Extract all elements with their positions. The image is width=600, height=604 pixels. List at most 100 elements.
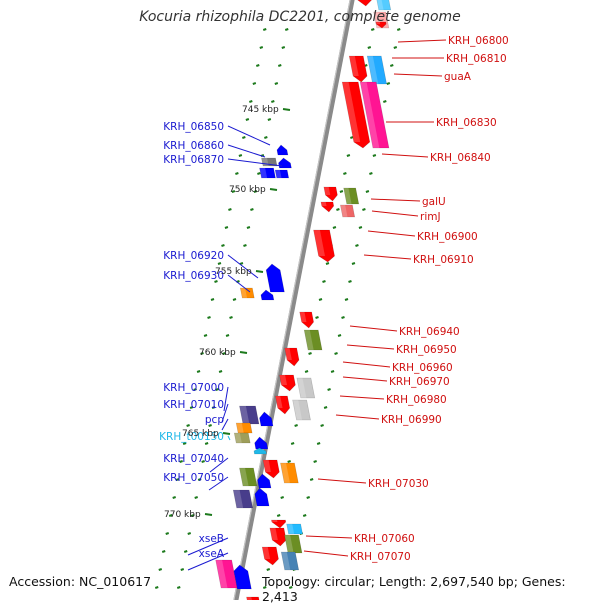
tick-mark xyxy=(242,136,246,139)
tick-mark xyxy=(367,46,372,49)
gene-label-right: galU xyxy=(422,196,446,208)
gene-label-right: KRH_06990 xyxy=(381,414,442,426)
tick-mark xyxy=(290,442,295,445)
tick-mark xyxy=(325,262,330,265)
gene-label-right: KRH_06950 xyxy=(396,344,457,356)
tick-mark xyxy=(200,352,204,355)
gene-feature xyxy=(271,519,287,529)
tick-mark xyxy=(214,280,218,283)
gene-feature xyxy=(313,229,335,263)
gene-feature xyxy=(260,289,275,301)
tick-mark xyxy=(180,568,185,571)
gene-feature xyxy=(262,459,280,479)
gene-label-right: KRH_06960 xyxy=(392,362,453,374)
tick-mark xyxy=(250,208,254,211)
leader-line xyxy=(227,254,259,279)
tick-mark xyxy=(372,154,377,157)
gene-feature xyxy=(366,55,388,85)
gene-feature xyxy=(296,377,316,399)
leader-line xyxy=(349,325,398,332)
leader-line xyxy=(227,125,271,146)
genome-backbone xyxy=(233,0,355,600)
tick-mark xyxy=(183,550,188,553)
tick-mark xyxy=(245,118,250,121)
gene-feature xyxy=(320,201,335,213)
gene-label-left: KRH_06920 xyxy=(163,250,224,262)
scale-marks: 745 kbp 750 kbp 755 kbp 760 kbp 765 kbp 770 k… xyxy=(164,105,291,520)
gene-label-right: KRH_07070 xyxy=(350,551,411,563)
tick-mark xyxy=(196,370,201,373)
tick-mark xyxy=(207,316,211,319)
gene-label-right: KRH_06970 xyxy=(389,376,450,388)
tick-mark xyxy=(243,244,247,247)
tick-mark xyxy=(218,370,223,373)
gene-feature xyxy=(280,462,299,484)
gene-label-right: KRH_07030 xyxy=(368,478,429,490)
gene-feature xyxy=(303,329,323,351)
tick-mark xyxy=(271,100,275,103)
tick-mark xyxy=(189,406,194,409)
tick-mark xyxy=(186,424,190,427)
tick-mark xyxy=(386,82,391,85)
leader-line xyxy=(393,73,443,77)
tick-mark xyxy=(253,190,258,193)
leader-line xyxy=(381,153,429,158)
tick-mark xyxy=(277,64,282,67)
leader-line xyxy=(370,198,421,202)
leader-line xyxy=(346,344,395,350)
gene-label-right: KRH_06980 xyxy=(386,394,447,406)
leader-line xyxy=(305,535,353,539)
gene-feature xyxy=(259,167,276,179)
gene-feature xyxy=(284,347,300,367)
leader-line xyxy=(227,435,231,441)
tick-mark xyxy=(190,514,195,517)
gene-feature xyxy=(323,186,338,202)
tick-mark xyxy=(203,334,208,337)
tick-mark xyxy=(215,388,219,391)
tick-mark xyxy=(262,586,267,589)
tick-mark xyxy=(204,442,209,445)
leader-line xyxy=(342,376,388,382)
tick-mark xyxy=(232,298,237,301)
gene-label-left: pcp xyxy=(205,414,224,426)
tick-rails xyxy=(154,28,401,589)
leader-line xyxy=(209,457,229,473)
scale-label: 760 kbp xyxy=(199,348,236,358)
gene-label-right: KRH_06810 xyxy=(446,53,507,65)
gene-feature xyxy=(265,263,285,293)
gene-feature xyxy=(259,411,274,427)
tick-mark xyxy=(264,136,268,139)
gene-feature xyxy=(239,405,260,425)
gene-feature xyxy=(233,564,252,590)
tick-mark xyxy=(208,424,212,427)
tick-mark xyxy=(346,154,351,157)
tick-mark xyxy=(294,424,298,427)
leader-line xyxy=(303,550,349,557)
leader-line xyxy=(339,395,385,400)
gene-feature xyxy=(232,489,254,509)
tick-mark xyxy=(393,46,398,49)
leader-line xyxy=(221,403,229,423)
tick-mark xyxy=(175,478,180,481)
tick-mark xyxy=(396,28,401,31)
scale-label: 745 kbp xyxy=(242,105,279,115)
tick-mark xyxy=(154,586,159,589)
tick-mark xyxy=(334,352,338,355)
leader-line xyxy=(227,158,283,167)
tick-mark xyxy=(370,28,375,31)
tick-mark xyxy=(179,460,183,463)
tick-mark xyxy=(302,514,307,517)
tick-mark xyxy=(332,226,337,229)
gene-feature xyxy=(376,0,392,11)
gene-label-right: KRH_06910 xyxy=(413,254,474,266)
gene-label-right: rimJ xyxy=(420,211,441,223)
tick-mark xyxy=(348,280,352,283)
gene-feature xyxy=(239,287,255,299)
tick-mark xyxy=(194,496,198,499)
leader-line xyxy=(367,230,416,237)
leader-line xyxy=(397,39,447,43)
gene-label-left: KRH_t00150 xyxy=(159,431,224,443)
gene-feature xyxy=(239,467,258,487)
tick-mark xyxy=(172,496,176,499)
tick-mark xyxy=(210,298,215,301)
